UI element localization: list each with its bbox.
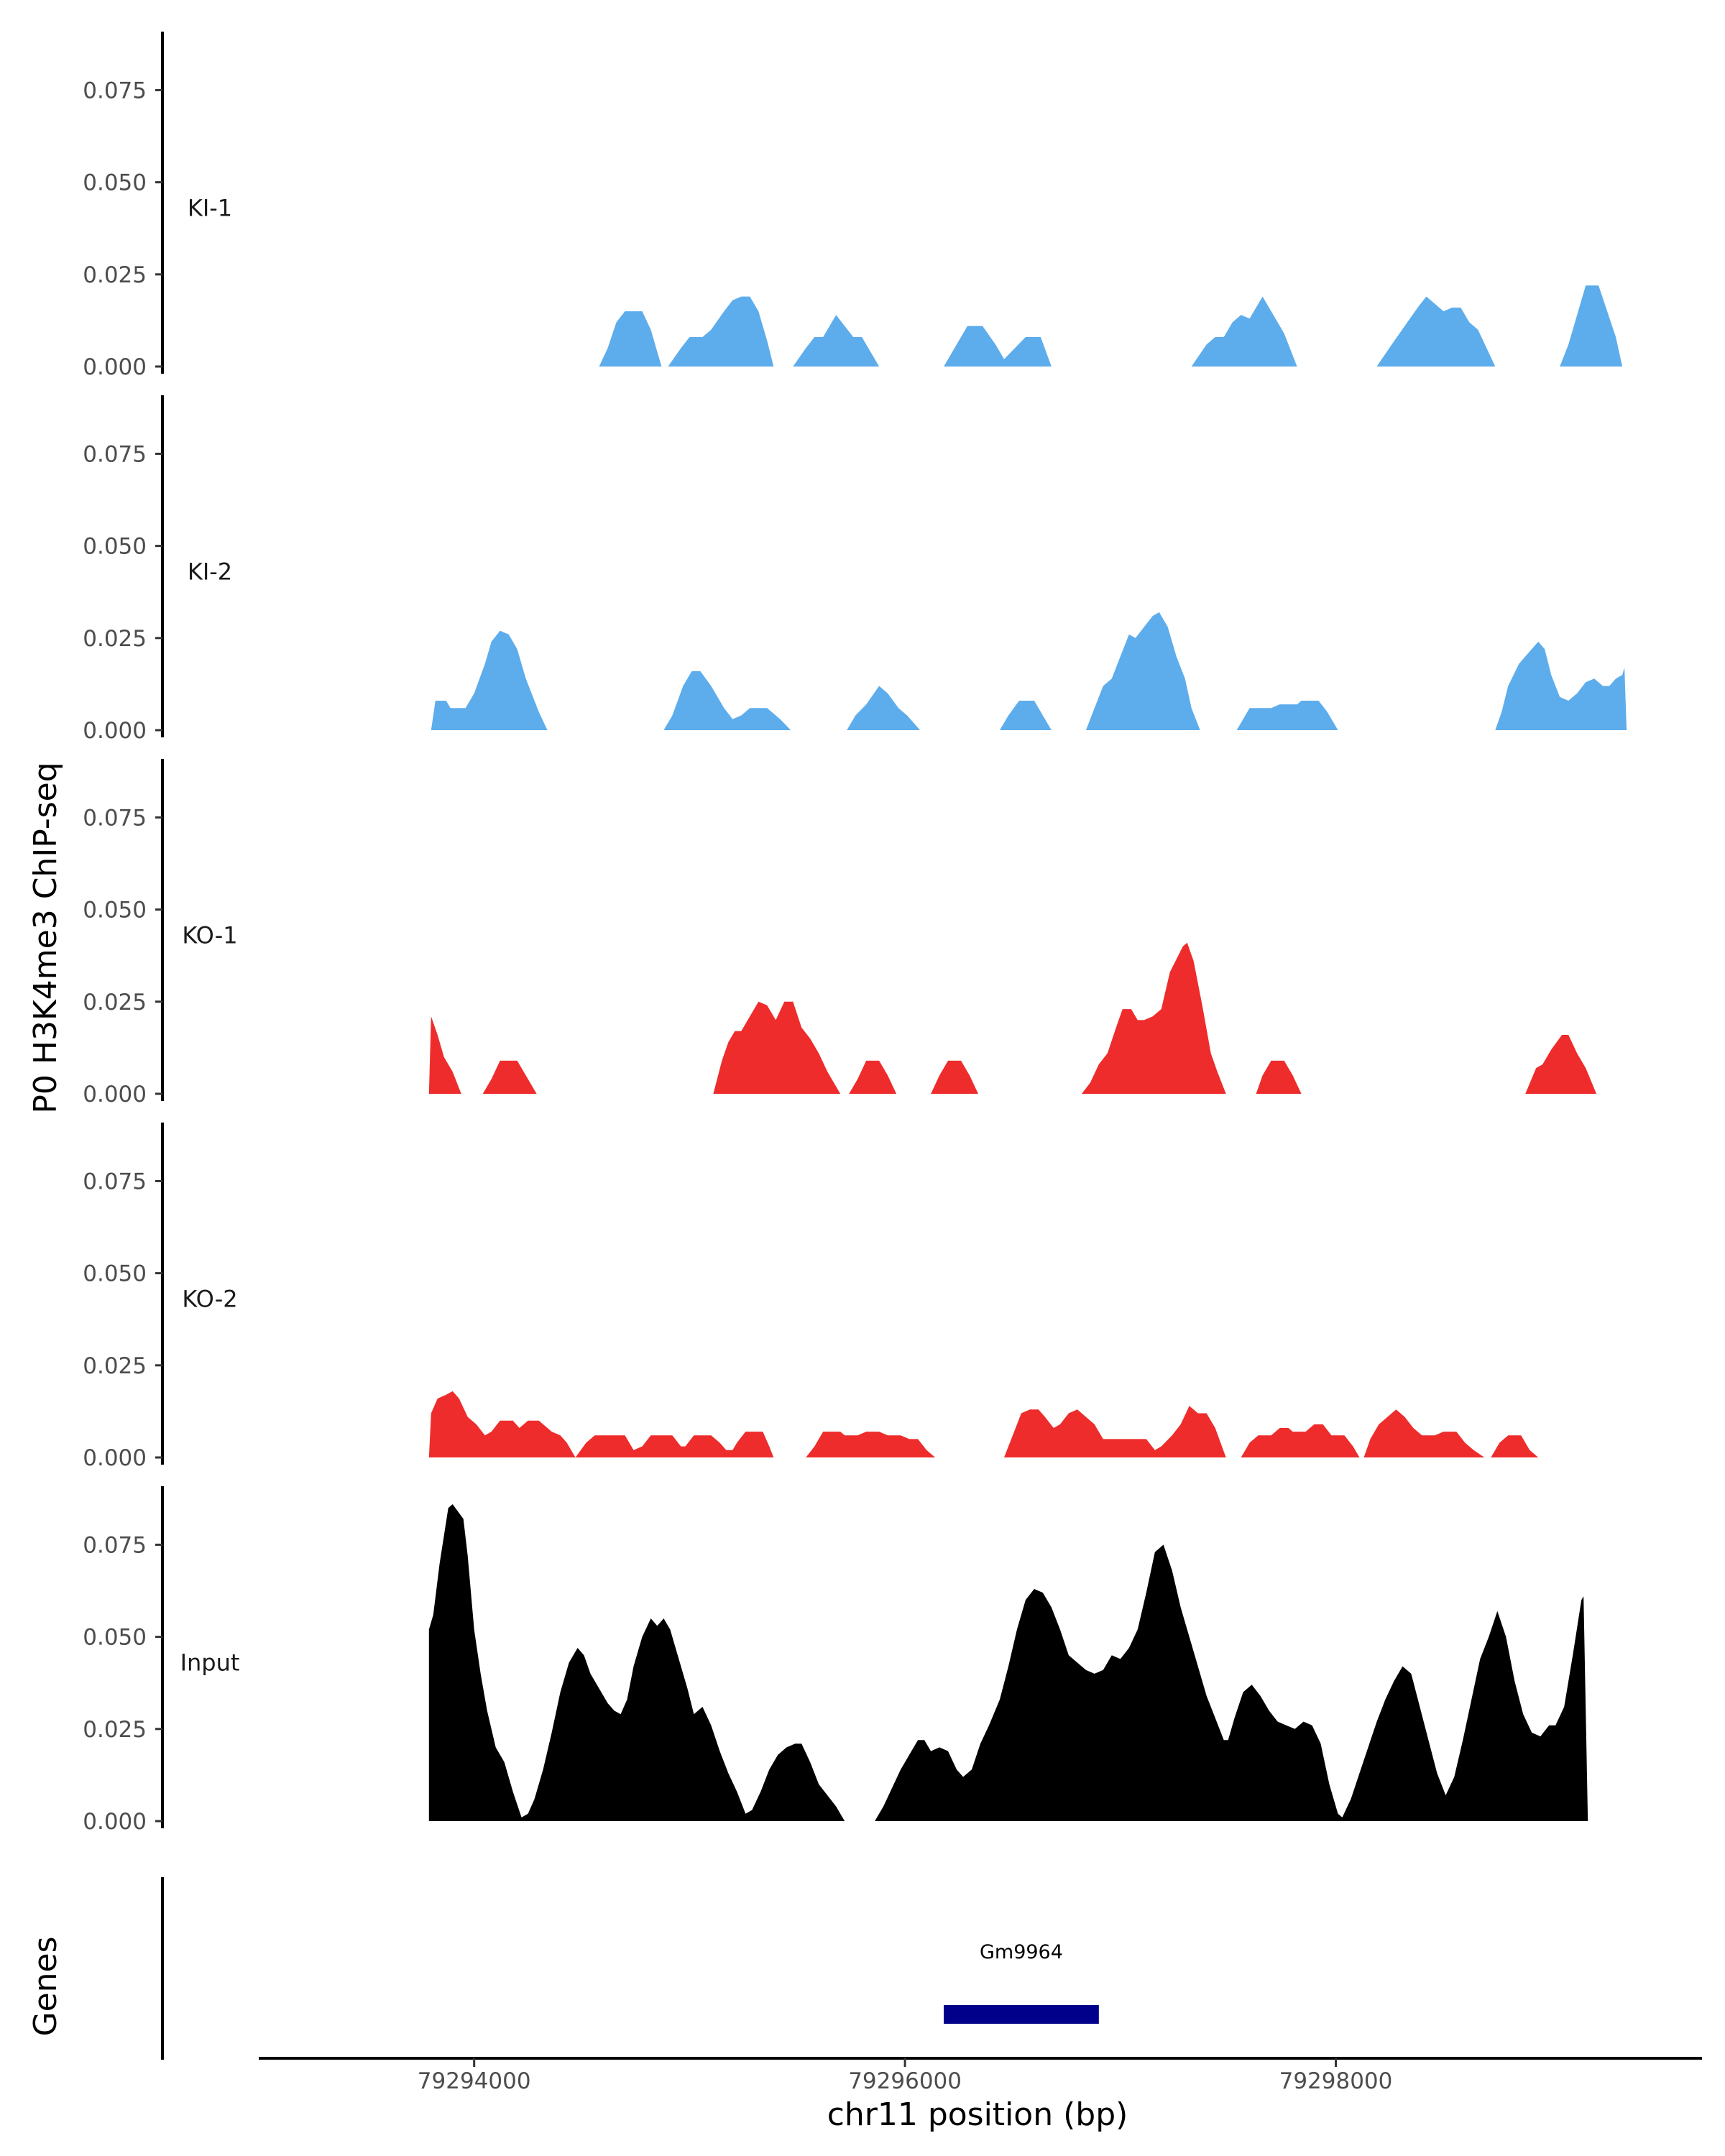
track-ki-2: 0.000 0.025 0.050 0.075 KI-2 xyxy=(83,395,1627,744)
y-tick-label: 0.050 xyxy=(83,170,147,196)
y-tick-label: 0.000 xyxy=(83,718,147,744)
signal-area xyxy=(668,296,774,367)
y-tick-label: 0.050 xyxy=(83,1625,147,1651)
x-tick-label: 79296000 xyxy=(848,2068,962,2094)
signal-area xyxy=(1236,701,1338,730)
track-label: KI-2 xyxy=(188,558,232,586)
x-axis-title: chr11 position (bp) xyxy=(827,2096,1128,2133)
signal-area xyxy=(849,1060,897,1094)
signal-area xyxy=(1000,701,1052,730)
signal-area xyxy=(1081,942,1226,1094)
signal-area xyxy=(1495,641,1627,730)
y-tick-label: 0.075 xyxy=(83,78,147,103)
gene-track: Genes Gm9964 xyxy=(27,1877,1099,2060)
signal-area xyxy=(1560,285,1623,367)
track-label: KO-1 xyxy=(182,922,237,949)
y-tick-label: 0.000 xyxy=(83,1445,147,1471)
y-tick-label: 0.050 xyxy=(83,898,147,923)
track-label: KI-1 xyxy=(188,195,232,222)
y-tick-label: 0.025 xyxy=(83,1717,147,1743)
signal-tracks: 0.0000.0250.0500.075KI-10.0000.0250.0500… xyxy=(83,32,1627,1835)
x-tick-label: 79298000 xyxy=(1279,2068,1393,2094)
signal-area xyxy=(428,1504,845,1821)
y-tick-label: 0.025 xyxy=(83,262,147,288)
signal-area xyxy=(1241,1424,1360,1457)
signal-area xyxy=(1376,296,1496,367)
y-tick-label: 0.025 xyxy=(83,626,147,652)
signal-area xyxy=(1363,1409,1485,1457)
y-tick-label: 0.025 xyxy=(83,990,147,1015)
signal-area xyxy=(428,1391,774,1457)
signal-area xyxy=(1491,1435,1539,1457)
y-tick-label: 0.000 xyxy=(83,1082,147,1107)
signal-area xyxy=(431,630,548,730)
y-tick-label: 0.075 xyxy=(83,1532,147,1558)
signal-area xyxy=(1256,1060,1302,1094)
x-tick-label: 79294000 xyxy=(418,2068,531,2094)
y-tick-label: 0.025 xyxy=(83,1353,147,1379)
track-ko-1: 0.000 0.025 0.050 0.075 KO-1 xyxy=(83,759,1597,1107)
y-tick-label: 0.000 xyxy=(83,354,147,380)
y-tick-label: 0.050 xyxy=(83,1261,147,1287)
signal-area xyxy=(599,311,662,367)
y-tick-label: 0.000 xyxy=(83,1809,147,1835)
signal-area xyxy=(663,671,791,730)
gene-bar xyxy=(944,2005,1099,2024)
signal-area xyxy=(944,326,1052,367)
track-label: KO-2 xyxy=(182,1286,237,1313)
y-tick-label: 0.075 xyxy=(83,1169,147,1194)
track-ko-2: 0.000 0.025 0.050 0.075 KO-2 xyxy=(83,1123,1539,1471)
track-ki-1: 0.000 0.025 0.050 0.075 KI-1 xyxy=(83,32,1623,380)
signal-area xyxy=(482,1060,537,1094)
signal-area xyxy=(875,1544,1588,1821)
y-axis-title: P0 H3K4me3 ChIP-seq xyxy=(27,762,64,1113)
signal-area xyxy=(428,1016,461,1094)
y-tick-label: 0.075 xyxy=(83,805,147,831)
gene-track-title: Genes xyxy=(27,1936,64,2036)
signal-area xyxy=(1085,612,1200,730)
x-axis: 79294000 79296000 79298000 xyxy=(259,2057,1702,2094)
signal-area xyxy=(1525,1035,1597,1094)
signal-area xyxy=(1004,1406,1226,1457)
signal-area xyxy=(793,315,880,367)
y-tick-label: 0.075 xyxy=(83,441,147,467)
signal-area xyxy=(1191,296,1297,367)
signal-area xyxy=(806,1432,936,1457)
track-label: Input xyxy=(180,1649,240,1677)
signal-area xyxy=(847,686,921,730)
y-tick-label: 0.050 xyxy=(83,534,147,560)
signal-area xyxy=(931,1060,978,1094)
gene-label: Gm9964 xyxy=(980,1941,1063,1963)
signal-area xyxy=(713,1001,841,1094)
track-input: 0.000 0.025 0.050 0.075 Input xyxy=(83,1486,1588,1835)
